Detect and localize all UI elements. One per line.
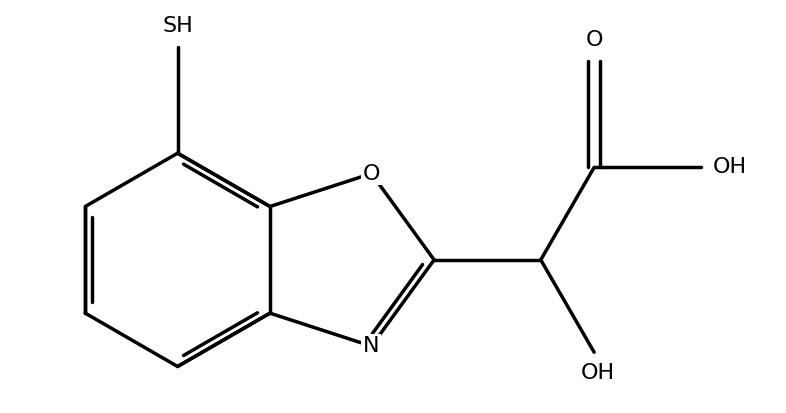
Text: SH: SH [162,16,193,36]
Text: OH: OH [712,157,747,178]
Text: O: O [362,164,380,183]
Text: O: O [586,30,603,50]
Text: OH: OH [581,363,615,383]
Text: N: N [363,336,380,356]
